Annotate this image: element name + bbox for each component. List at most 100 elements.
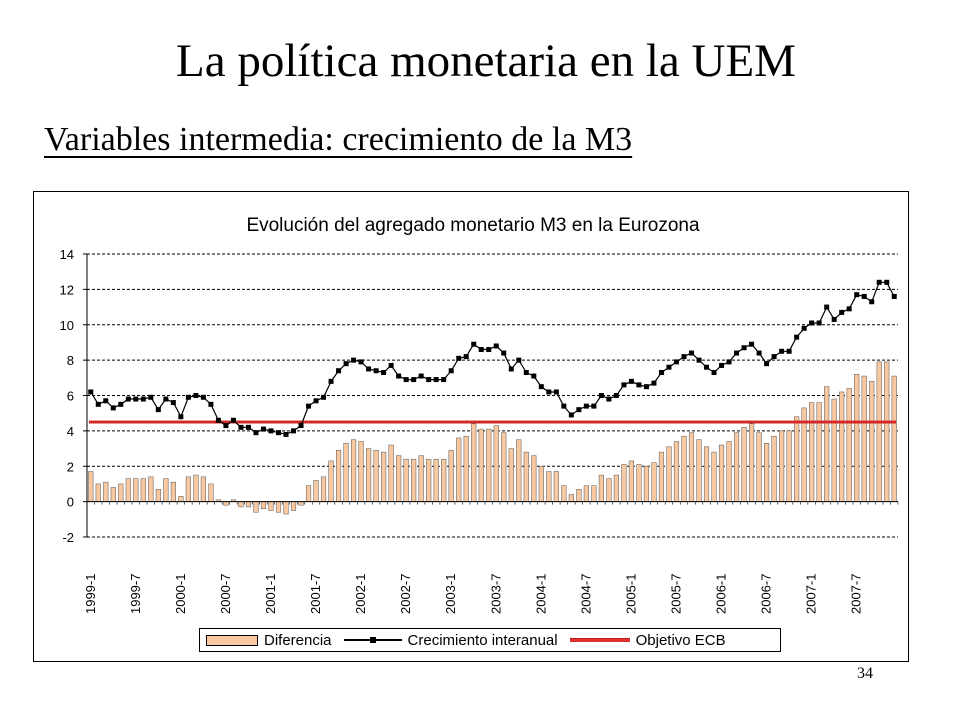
bar-diferencia	[486, 428, 492, 502]
bar-diferencia	[891, 375, 897, 502]
x-tick-label: 2001-1	[263, 574, 278, 614]
bar-diferencia	[118, 483, 124, 502]
page-number: 34	[857, 665, 873, 682]
bar-diferencia	[418, 455, 424, 502]
point-crecimiento	[531, 373, 537, 379]
point-crecimiento	[200, 394, 206, 400]
x-tick-label: 2003-1	[443, 574, 458, 614]
point-crecimiento	[688, 350, 694, 356]
x-tick-label: 2000-1	[173, 574, 188, 614]
bar-diferencia	[351, 439, 357, 502]
point-crecimiento	[95, 401, 101, 407]
bar-diferencia	[223, 501, 229, 506]
point-crecimiento	[801, 325, 807, 331]
bar-diferencia	[103, 481, 109, 502]
bar-diferencia	[313, 480, 319, 502]
x-tick-label: 2004-7	[578, 574, 593, 614]
point-crecimiento	[681, 354, 687, 360]
point-crecimiento	[561, 403, 567, 409]
bar-diferencia	[366, 448, 372, 502]
point-crecimiento	[508, 366, 514, 372]
point-crecimiento	[546, 389, 552, 395]
bar-diferencia	[335, 450, 342, 502]
x-tick-label: 2007-1	[804, 574, 819, 614]
bar-diferencia	[193, 474, 199, 502]
point-crecimiento	[336, 368, 342, 374]
point-crecimiento	[583, 403, 589, 409]
point-crecimiento	[719, 362, 725, 368]
point-crecimiento	[441, 377, 447, 383]
bar-diferencia	[718, 444, 725, 502]
bar-diferencia	[305, 485, 312, 502]
bar-diferencia	[148, 476, 154, 502]
point-crecimiento	[463, 354, 469, 360]
point-crecimiento	[478, 347, 484, 353]
point-crecimiento	[313, 398, 319, 404]
point-crecimiento	[538, 384, 544, 390]
bar-diferencia	[245, 501, 252, 508]
x-tick-label: 2003-7	[488, 574, 503, 614]
bar-diferencia	[876, 361, 882, 502]
point-crecimiento	[253, 430, 259, 436]
point-crecimiento	[568, 412, 574, 418]
point-crecimiento	[260, 426, 266, 432]
point-crecimiento	[651, 380, 657, 386]
slide-title: La política monetaria en la UEM	[176, 35, 796, 87]
point-crecimiento	[711, 370, 717, 376]
bar-diferencia	[884, 361, 890, 502]
point-crecimiento	[621, 382, 627, 388]
bar-diferencia	[343, 443, 349, 502]
point-crecimiento	[381, 370, 387, 376]
legend-label-crecimiento: Crecimiento interanual	[407, 631, 558, 649]
point-crecimiento	[283, 431, 289, 437]
bar-diferencia	[606, 478, 612, 502]
point-crecimiento	[448, 368, 454, 374]
bar-diferencia	[238, 501, 244, 508]
legend-label-objetivo: Objetivo ECB	[635, 631, 726, 649]
point-crecimiento	[516, 357, 522, 363]
point-crecimiento	[125, 396, 131, 402]
bar-diferencia	[260, 501, 267, 509]
point-crecimiento	[876, 279, 882, 285]
bar-diferencia	[358, 441, 364, 502]
bar-diferencia	[110, 487, 116, 502]
chart-legend: Diferencia Crecimiento interanual Objeti…	[199, 628, 781, 652]
bar-diferencia	[598, 474, 604, 502]
bar-diferencia	[463, 435, 469, 502]
bar-diferencia	[794, 416, 800, 502]
bar-diferencia	[824, 386, 830, 502]
point-crecimiento	[230, 417, 236, 423]
point-crecimiento	[756, 350, 762, 356]
bar-diferencia	[433, 458, 439, 502]
point-crecimiento	[628, 378, 634, 384]
point-crecimiento	[576, 407, 582, 413]
point-crecimiento	[403, 377, 409, 383]
point-crecimiento	[771, 354, 777, 360]
bar-diferencia	[478, 428, 484, 502]
point-crecimiento	[846, 306, 852, 312]
x-tick-label: 2000-7	[218, 574, 233, 614]
point-crecimiento	[88, 389, 94, 395]
point-crecimiento	[373, 368, 379, 374]
x-tick-label: 2006-1	[714, 574, 729, 614]
bar-diferencia	[741, 427, 747, 502]
bar-diferencia	[553, 471, 559, 502]
bar-diferencia	[328, 460, 334, 502]
x-tick-label: 2004-1	[533, 574, 548, 614]
point-crecimiento	[418, 373, 424, 379]
bar-diferencia	[125, 478, 131, 502]
y-tick-label: 4	[67, 424, 74, 439]
point-crecimiento	[779, 348, 785, 354]
point-crecimiento	[366, 366, 372, 372]
point-crecimiento	[673, 359, 679, 365]
legend-swatch-crecimiento	[343, 634, 402, 646]
x-tick-label: 2006-7	[759, 574, 774, 614]
legend-item-objetivo: Objetivo ECB	[569, 631, 726, 649]
point-crecimiento	[103, 398, 109, 404]
point-crecimiento	[170, 400, 176, 406]
point-crecimiento	[396, 373, 402, 379]
point-crecimiento	[456, 355, 462, 361]
bar-diferencia	[185, 476, 191, 502]
point-crecimiento	[794, 334, 800, 340]
